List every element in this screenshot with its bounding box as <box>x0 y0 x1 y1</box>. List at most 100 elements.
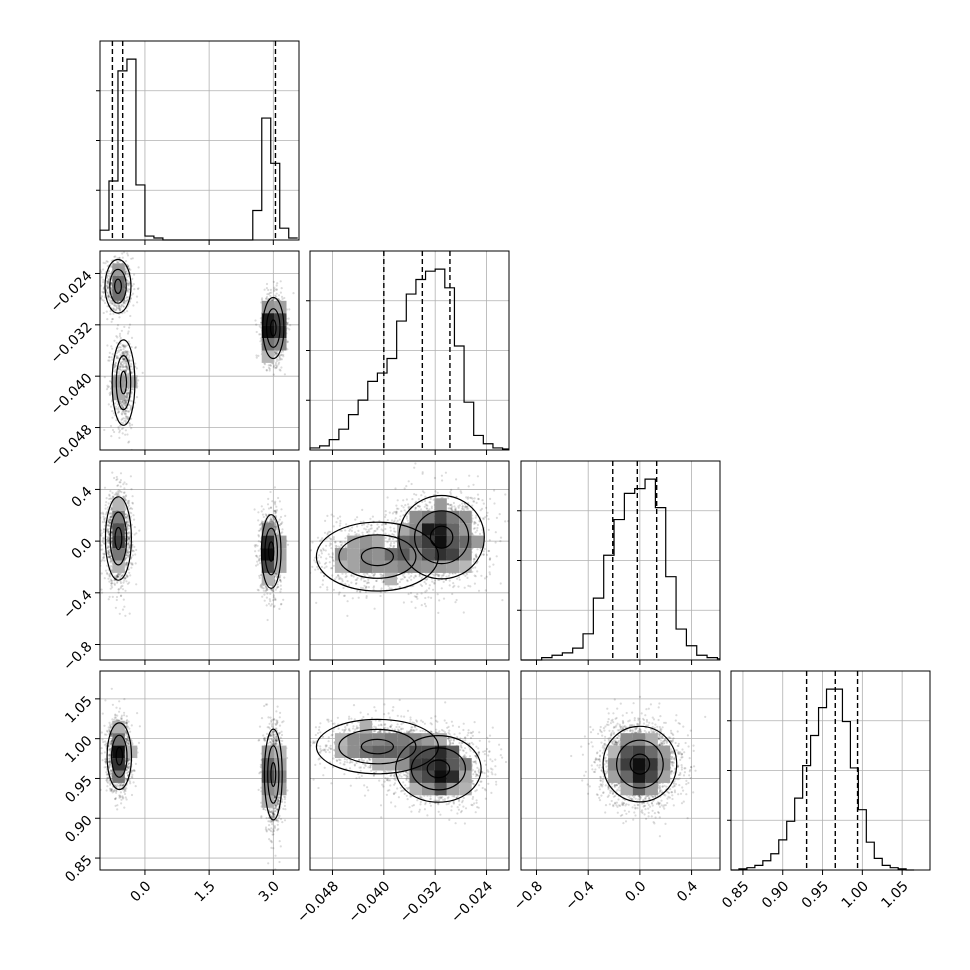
sample-point <box>274 351 277 354</box>
density-contour <box>113 278 122 294</box>
sample-point <box>119 479 122 482</box>
sample-point <box>109 557 112 561</box>
sample-point <box>116 575 120 578</box>
sample-point <box>123 358 126 361</box>
sample-point <box>116 581 119 584</box>
sample-point <box>116 300 119 303</box>
sample-point <box>128 282 131 285</box>
sample-point <box>128 359 131 362</box>
sample-point <box>271 590 274 593</box>
sample-point <box>119 587 122 590</box>
sample-point <box>135 295 139 298</box>
sample-point <box>275 573 278 576</box>
sample-point <box>289 324 292 327</box>
sample-point <box>127 502 130 505</box>
sample-point <box>273 294 277 297</box>
sample-point <box>110 320 113 323</box>
sample-point <box>254 319 257 322</box>
sample-point <box>125 399 128 402</box>
sample-point <box>124 344 127 347</box>
sample-point <box>265 589 268 592</box>
sample-point <box>127 538 130 541</box>
sample-point <box>132 514 135 517</box>
sample-point <box>108 556 112 559</box>
sample-point <box>278 355 281 358</box>
sample-point <box>123 404 126 407</box>
sample-point <box>121 256 124 259</box>
panel-frame <box>99 40 300 241</box>
sample-point <box>109 310 112 313</box>
sample-point <box>108 351 111 354</box>
sample-point <box>265 596 268 599</box>
sample-point <box>274 503 277 506</box>
sample-point <box>122 305 125 308</box>
sample-point <box>269 604 272 607</box>
sample-point <box>125 575 128 578</box>
sample-point <box>102 556 105 559</box>
sample-point <box>114 369 117 372</box>
sample-point <box>107 530 110 533</box>
sample-point <box>122 345 125 348</box>
sample-point <box>116 261 119 264</box>
sample-point <box>129 475 132 478</box>
sample-point <box>126 526 129 530</box>
sample-point <box>274 500 277 503</box>
sample-point <box>110 569 113 573</box>
sample-point <box>124 589 127 592</box>
sample-point <box>121 373 125 376</box>
sample-point <box>270 519 273 522</box>
sample-point <box>127 391 130 394</box>
sample-point <box>124 429 127 432</box>
sample-point <box>127 392 130 395</box>
sample-point <box>124 513 127 516</box>
sample-point <box>107 272 110 275</box>
sample-point <box>122 357 125 360</box>
sample-point <box>121 352 124 355</box>
sample-point <box>276 352 279 355</box>
sample-point <box>276 282 279 285</box>
sample-point <box>109 516 112 519</box>
sample-point <box>122 406 125 410</box>
sample-point <box>258 574 261 578</box>
sample-point <box>130 336 134 339</box>
sample-point <box>106 287 109 290</box>
sample-point <box>126 353 129 356</box>
sample-point <box>273 364 276 367</box>
sample-point <box>126 563 129 566</box>
sample-point <box>274 510 277 513</box>
sample-point <box>103 542 106 545</box>
sample-point <box>126 417 129 420</box>
sample-point <box>108 575 111 578</box>
sample-point <box>118 346 121 349</box>
sample-point <box>115 576 118 579</box>
sample-point <box>273 517 276 520</box>
sample-point <box>131 495 134 498</box>
sample-point <box>123 353 126 356</box>
sample-point <box>125 517 128 520</box>
sample-point <box>256 563 259 566</box>
sample-point <box>121 413 124 416</box>
sample-point <box>272 297 275 300</box>
sample-point <box>106 294 110 297</box>
sample-point <box>134 346 137 350</box>
sample-point <box>280 353 283 356</box>
sample-point <box>257 519 260 522</box>
sample-point <box>111 428 115 432</box>
sample-point <box>123 481 126 484</box>
sample-point <box>102 291 105 294</box>
sample-point <box>126 554 130 558</box>
sample-point <box>102 311 105 315</box>
sample-point <box>112 307 115 310</box>
sample-point <box>110 400 113 403</box>
sample-point <box>260 510 263 513</box>
sample-point <box>258 576 261 580</box>
sample-point <box>127 340 130 343</box>
sample-point <box>258 559 261 562</box>
sample-point <box>127 389 130 392</box>
sample-point <box>101 298 104 301</box>
sample-point <box>107 278 110 281</box>
sample-point <box>121 608 125 611</box>
sample-point <box>122 300 125 303</box>
sample-point <box>281 521 284 524</box>
sample-point <box>123 311 126 314</box>
